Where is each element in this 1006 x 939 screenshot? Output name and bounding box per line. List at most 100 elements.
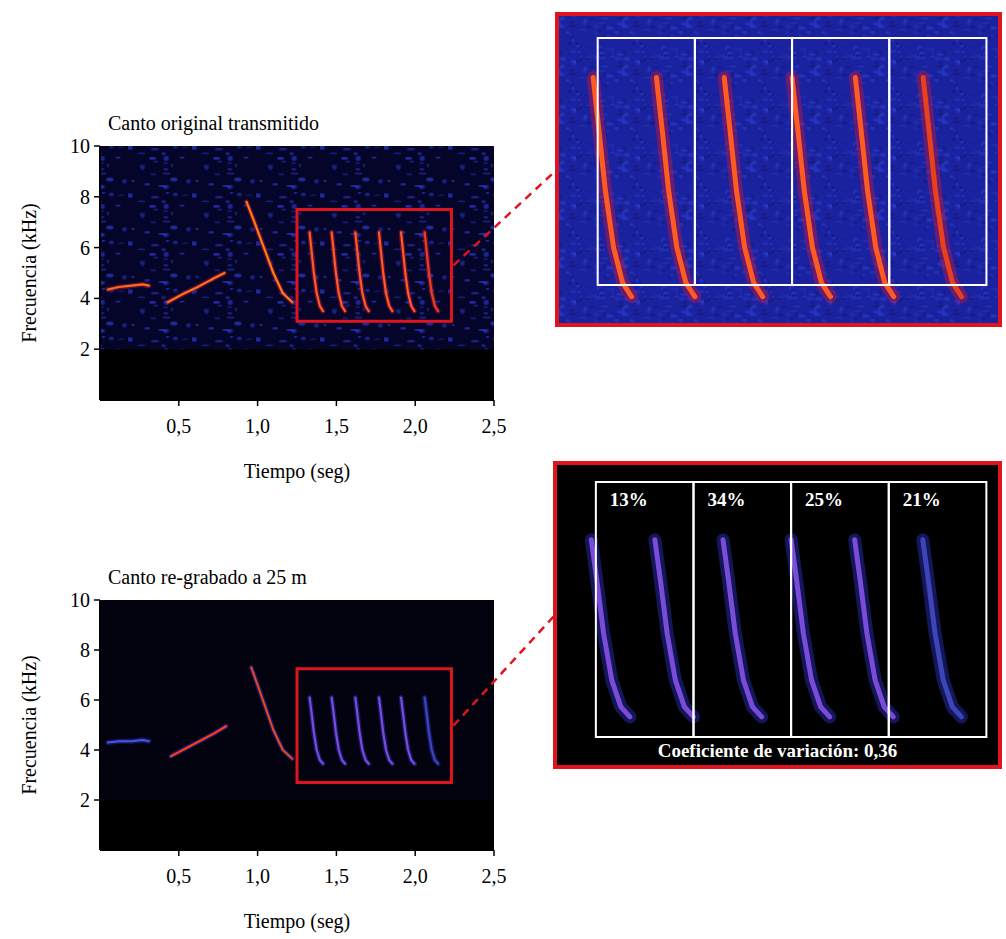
syllable-halo (379, 232, 392, 311)
x-tick-label: 1,0 (245, 865, 270, 887)
x-tick-label: 1,0 (245, 415, 270, 437)
marks (108, 202, 438, 311)
y-tick-label: 4 (80, 739, 90, 761)
y-axis-line (99, 600, 101, 850)
syllable-halo (251, 668, 292, 759)
label-patch (901, 488, 943, 511)
syllable-halo (355, 232, 368, 311)
zoom-connector (453, 170, 557, 266)
syllable-halo (855, 78, 893, 297)
syllable-halo (655, 540, 694, 717)
syllable (247, 202, 293, 302)
x-tick (178, 850, 180, 856)
syllable (655, 540, 694, 717)
syllable (108, 284, 149, 289)
syllable-halo (355, 698, 368, 764)
x-tick-label: 1,5 (324, 865, 349, 887)
inset-marks (555, 463, 961, 717)
x-tick (414, 400, 416, 406)
noise-band (100, 146, 494, 349)
syllable (656, 78, 694, 297)
y-tick (94, 599, 100, 601)
x-tick-label: 2,5 (482, 865, 507, 887)
plot-background (100, 600, 494, 850)
syllable-halo (310, 698, 323, 764)
segment-box (695, 38, 792, 285)
figure: 0,51,01,52,02,5246810Tiempo (seg)Frecuen… (0, 0, 1006, 939)
syllable (332, 698, 345, 764)
zoom-rect (297, 669, 451, 783)
y-tick (94, 749, 100, 751)
zoom-rect (297, 210, 451, 322)
x-axis-line (100, 399, 494, 401)
syllable (401, 698, 414, 764)
y-tick-label: 8 (80, 186, 90, 208)
inset: 13%34%25%21%Coeficiente de variación: 0,… (10, 460, 1000, 767)
syllable-halo (425, 232, 438, 311)
syllable-halo (855, 540, 894, 717)
syllable-halo (425, 698, 438, 764)
syllable (593, 78, 631, 297)
inset-labels: 13%34%25%21%Coeficiente de variación: 0,… (608, 488, 943, 761)
axes: 0,51,01,52,02,5246810 (70, 135, 507, 437)
y-axis-line (99, 146, 101, 400)
syllable (923, 78, 961, 297)
syllable (108, 740, 149, 743)
label-patch (803, 488, 845, 511)
syllable (792, 78, 830, 297)
marks (108, 668, 438, 764)
inset-background (555, 463, 1000, 767)
y-tick-label: 4 (80, 287, 90, 309)
inset-marks (557, 14, 962, 297)
data-label: 34% (707, 489, 745, 510)
panel: 0,51,01,52,02,5246810Tiempo (seg)Frecuen… (18, 566, 507, 933)
x-tick (257, 850, 259, 856)
data-label: 13% (610, 489, 648, 510)
noise-band (100, 600, 494, 800)
y-tick-label: 8 (80, 639, 90, 661)
syllable-halo (379, 698, 392, 764)
segment-box (889, 482, 987, 737)
x-tick-label: 0,5 (166, 865, 191, 887)
axes: 0,51,01,52,02,5246810 (70, 589, 507, 887)
syllable (591, 540, 630, 717)
zoom-connector (453, 615, 555, 726)
cv-label: Coeficiente de variación: 0,36 (658, 740, 898, 761)
syllable-halo (792, 78, 830, 297)
syllable (310, 232, 323, 311)
syllable (332, 232, 345, 311)
x-tick (493, 850, 495, 856)
inset (15, 0, 1000, 325)
y-tick (94, 799, 100, 801)
syllable (724, 78, 762, 297)
x-tick (336, 400, 338, 406)
label-patch (705, 488, 747, 511)
syllable (723, 540, 762, 717)
syllable (855, 78, 893, 297)
syllable-halo (171, 726, 226, 756)
syllable (923, 540, 962, 717)
x-tick-label: 2,0 (403, 415, 428, 437)
y-tick-label: 6 (80, 237, 90, 259)
segment-box (693, 482, 791, 737)
segment-box (596, 482, 694, 737)
inset-noise (557, 14, 1000, 325)
y-tick-label: 2 (80, 338, 90, 360)
inset-frame (557, 14, 1000, 325)
y-tick (94, 298, 100, 300)
syllable (355, 232, 368, 311)
x-tick-label: 2,5 (482, 415, 507, 437)
x-axis-line (100, 849, 494, 851)
x-axis-title: Tiempo (seg) (244, 910, 350, 933)
syllable (171, 726, 226, 756)
segment-box (889, 38, 986, 285)
panel-title: Canto re-grabado a 25 m (108, 566, 307, 589)
syllable-halo (923, 78, 961, 297)
syllable-halo (593, 78, 631, 297)
plot-background (100, 146, 494, 400)
y-tick (94, 699, 100, 701)
syllable (425, 232, 438, 311)
x-tick (257, 400, 259, 406)
syllable-halo (168, 273, 225, 302)
y-tick (94, 145, 100, 147)
